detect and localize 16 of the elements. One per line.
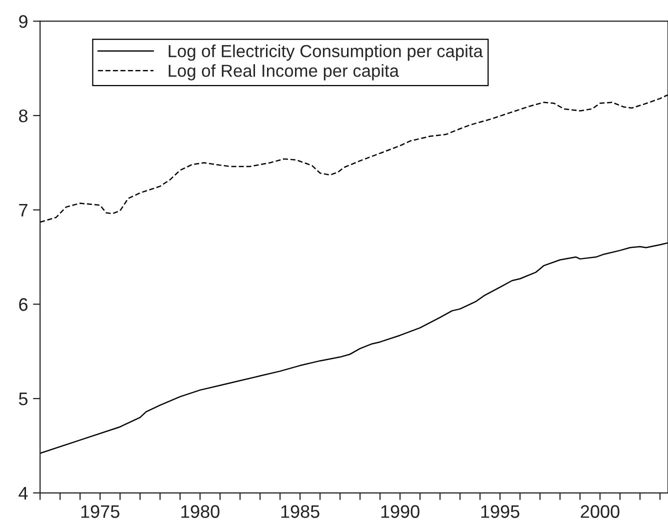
x-tick-label: 1980 (181, 505, 220, 518)
legend-label: Log of Electricity Consumption per capita (168, 44, 483, 61)
x-tick-label: 1985 (281, 505, 320, 518)
x-tick-label: 2000 (580, 505, 620, 518)
x-tick-label: 1990 (381, 505, 420, 518)
y-tick-label: 6 (19, 298, 28, 311)
x-tick-label: 1995 (481, 505, 520, 518)
legend-label: Log of Real Income per capita (168, 64, 399, 80)
line-series (40, 94, 668, 223)
y-tick-label: 8 (19, 109, 28, 122)
x-tick-label: 1975 (81, 505, 120, 518)
y-tick-label: 4 (18, 487, 28, 500)
y-tick-label: 9 (19, 15, 28, 28)
y-tick-label: 7 (19, 204, 28, 216)
line-series (40, 242, 668, 454)
y-tick-label: 5 (18, 392, 28, 406)
